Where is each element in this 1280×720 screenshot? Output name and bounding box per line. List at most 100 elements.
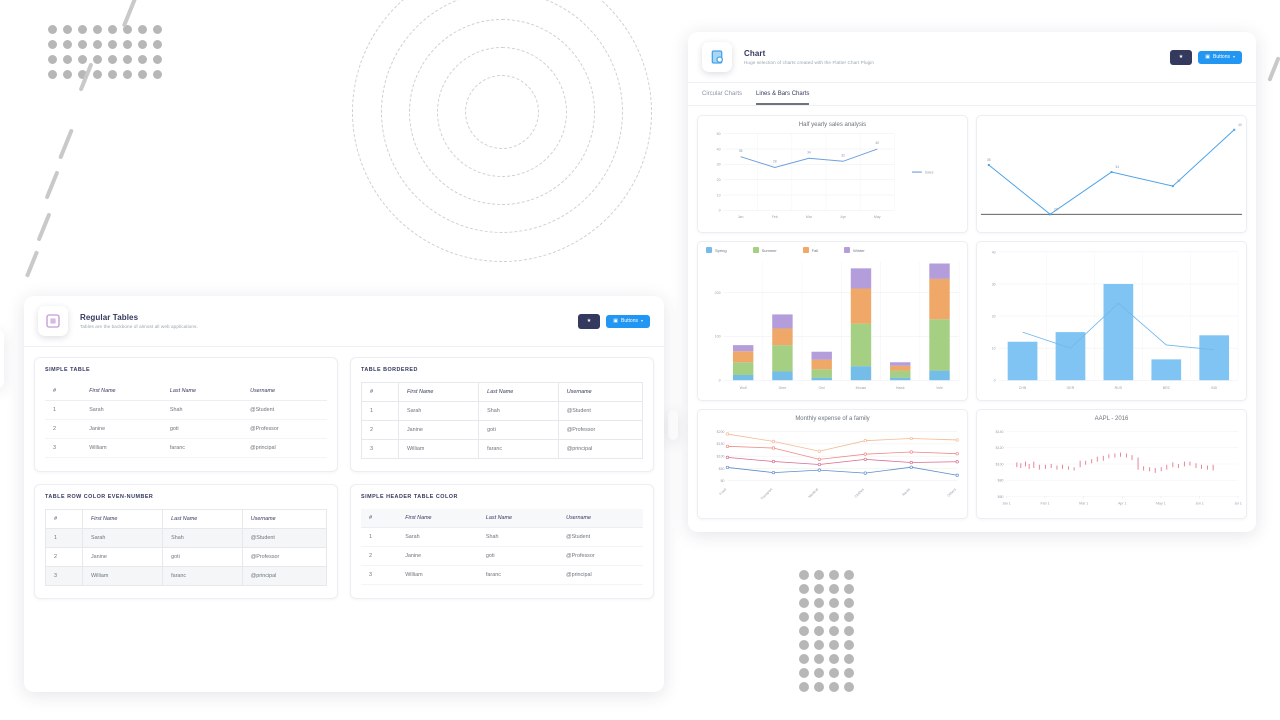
decorative-dot	[829, 584, 839, 594]
table-cell: 2	[45, 419, 82, 439]
decorative-dot	[844, 612, 854, 622]
buttons-dropdown-glyph: ▣	[1205, 53, 1211, 60]
svg-text:Rents: Rents	[902, 487, 911, 496]
chart-sales-zoomed-line[interactable]: 35 28 34 32 40	[976, 115, 1247, 233]
legend-item-spring: Spring	[706, 247, 727, 253]
table-cell: Janine	[81, 419, 162, 439]
column-header: Last Name	[161, 382, 243, 401]
table-cell: @Student	[241, 528, 328, 548]
chart-canvas: 0 10 20 30 40 50 Jan Feb Mar Apr May 35 28 34 32 40 Sale…	[717, 132, 934, 219]
table-row: 2 Janine goti @Professor	[361, 420, 644, 440]
chart-page-title: Chart	[744, 48, 766, 58]
buttons-dropdown[interactable]: ▣ Buttons ▾	[1198, 50, 1242, 64]
table-cell: William	[397, 439, 480, 459]
decorative-dot	[153, 40, 162, 49]
svg-text:Mar: Mar	[806, 215, 813, 219]
table-cell: faranc	[478, 439, 559, 459]
chart-monthly-expense[interactable]: Monthly expense of a family $0 $50 $100 $15…	[697, 409, 968, 519]
svg-text:RUS: RUS	[1115, 386, 1123, 390]
chart-half-yearly-sales[interactable]: Half yearly sales analysis 0 10 20 30 40 50 Ja…	[697, 115, 968, 233]
table-cell: Sarah	[81, 400, 162, 420]
svg-text:$60: $60	[998, 495, 1004, 499]
table-row: 2 Janine goti @Professor	[361, 546, 643, 566]
decorative-dot	[108, 40, 117, 49]
tables-card-header: Regular Tables Tables are the backbone o…	[24, 296, 664, 347]
table-row: 3 William faranc @principal	[361, 565, 643, 585]
table-cell: Sarah	[81, 528, 164, 548]
svg-text:10: 10	[717, 193, 721, 197]
table-row: 3 William faranc @principal	[45, 566, 328, 586]
decorative-dot	[814, 626, 824, 636]
chart-card-header: Chart Huge selection of charts created w…	[688, 32, 1256, 83]
svg-text:Others: Others	[947, 487, 957, 497]
chart-header-actions: ★ ▣ Buttons ▾	[1169, 49, 1242, 65]
tab-lines-bars-charts[interactable]: Lines & Bars Charts	[756, 91, 810, 105]
decorative-dot	[63, 25, 72, 34]
buttons-dropdown[interactable]: ▣ Buttons ▾	[606, 314, 650, 328]
table-cell: goti	[477, 546, 559, 566]
tab-circular-charts[interactable]: Circular Charts	[702, 91, 743, 97]
striped-table: # First Name Last Name Username 1 Sarah Shah @S…	[45, 509, 328, 586]
svg-text:$150: $150	[717, 442, 725, 446]
svg-text:40: 40	[1238, 123, 1242, 127]
decorative-dot	[814, 598, 824, 608]
svg-text:28: 28	[1054, 207, 1058, 211]
svg-text:40: 40	[717, 147, 721, 151]
decorative-dot	[108, 55, 117, 64]
svg-text:IND: IND	[1211, 386, 1218, 390]
column-header: First Name	[81, 509, 164, 529]
chart-seasonal-stacked-bars[interactable]: Spring Summer Fall Winter 0 100 200 Wolf Dee…	[697, 241, 968, 401]
svg-text:Apr 1: Apr 1	[1118, 501, 1126, 505]
svg-text:CHN: CHN	[1019, 386, 1027, 390]
svg-text:35: 35	[987, 158, 991, 162]
column-header: Last Name	[162, 509, 243, 529]
decorative-dot	[829, 598, 839, 608]
decorative-dot	[799, 654, 809, 664]
table-row: 1 Sarah Shah @Student	[361, 401, 644, 421]
table-cell: Janine	[397, 420, 480, 440]
legend-item-winter: Winter	[844, 247, 865, 253]
table-cell: William	[81, 438, 162, 458]
decorative-dot	[48, 40, 57, 49]
chart-country-bars-line[interactable]: 0 10 20 30 40 CHN GER RUS BRZ IND	[976, 241, 1247, 401]
svg-text:Owl: Owl	[819, 386, 825, 390]
svg-text:$50: $50	[719, 467, 725, 471]
svg-text:Vole: Vole	[936, 386, 943, 390]
decorative-dot	[78, 25, 87, 34]
svg-text:$120: $120	[996, 446, 1004, 450]
chart-title: Half yearly sales analysis	[798, 122, 867, 128]
decorative-slash	[58, 128, 74, 160]
decorative-dot	[814, 668, 824, 678]
table-cell: @principal	[557, 439, 644, 459]
svg-text:Mouse: Mouse	[856, 386, 867, 390]
table-cell: @Student	[557, 401, 644, 421]
table-cell: 1	[361, 527, 398, 547]
legend-item-fall: Fall	[802, 247, 818, 253]
svg-text:0: 0	[719, 379, 721, 383]
star-button[interactable]: ★	[577, 313, 601, 329]
decorative-dot	[138, 55, 147, 64]
svg-text:May 1: May 1	[1156, 501, 1166, 505]
column-header: Username	[557, 382, 644, 402]
decorative-slash	[1267, 56, 1280, 82]
table-cell: @Professor	[558, 546, 643, 566]
table-cell: goti	[478, 420, 559, 440]
chart-canvas: 35 28 34 32 40	[980, 123, 1243, 216]
legend-item-summer: Summer	[752, 247, 777, 253]
chart-aapl-2016[interactable]: AAPL - 2016 $60 $80 $100 $120 $140 Jan 1 Feb 1…	[976, 409, 1247, 519]
star-button[interactable]: ★	[1169, 49, 1193, 65]
decorative-dot	[108, 70, 117, 79]
table-header-row: # First Name Last Name Username	[361, 509, 643, 528]
decorative-dot-grid-top-left	[48, 25, 168, 85]
decorative-dot	[844, 626, 854, 636]
decorative-dot	[153, 55, 162, 64]
table-cell: 1	[45, 528, 83, 548]
table-cell: William	[81, 566, 164, 586]
offscreen-card-left	[0, 330, 4, 388]
svg-text:34: 34	[807, 150, 811, 154]
table-body: 1 Sarah Shah @Student 2 Janine goti @Professor 3…	[361, 401, 644, 459]
table-cell: faranc	[162, 566, 243, 586]
panel-title: SIMPLE TABLE	[45, 367, 91, 373]
chart-header-text: Chart Huge selection of charts created w…	[744, 49, 1170, 66]
